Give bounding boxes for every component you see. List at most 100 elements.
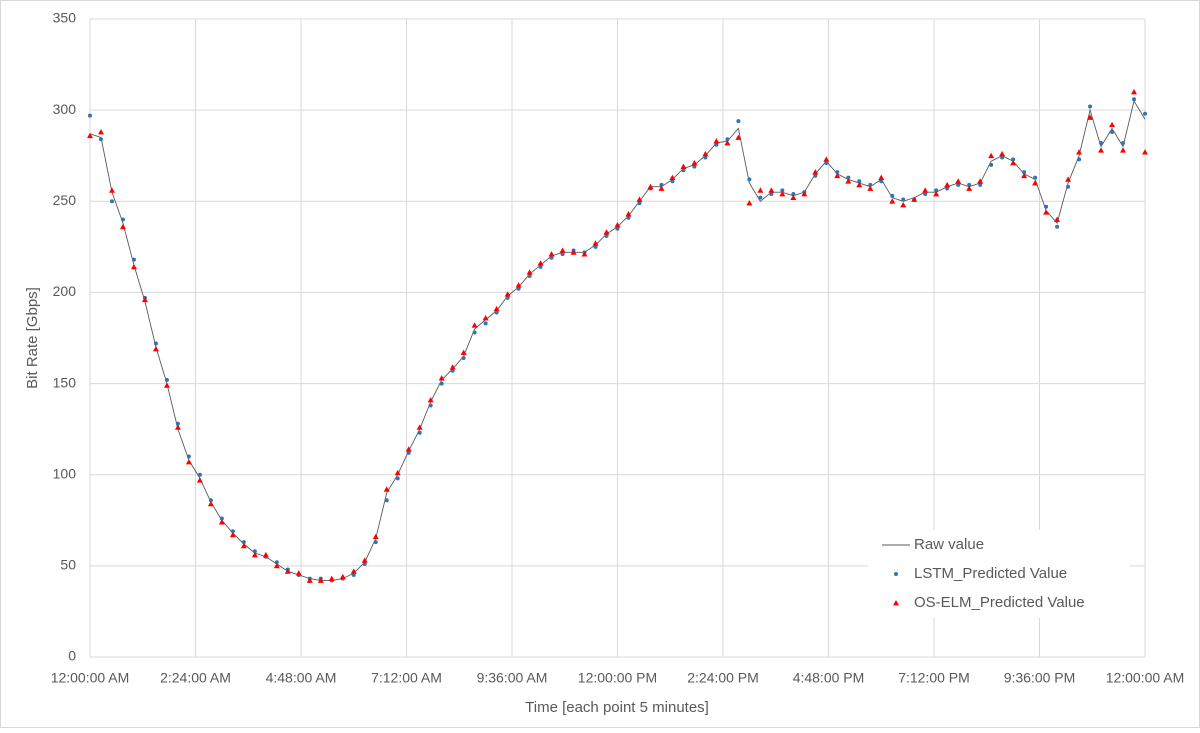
data-point [153, 341, 158, 346]
y-tick-label: 50 [60, 557, 76, 573]
x-tick-label: 12:00:00 AM [51, 670, 130, 686]
data-point [229, 531, 236, 538]
data-point [890, 193, 895, 198]
data-point [174, 424, 181, 430]
data-point [846, 175, 851, 180]
data-point [868, 182, 873, 187]
data-point [207, 500, 214, 507]
data-point [262, 551, 269, 558]
data-point [702, 150, 709, 157]
data-point [1142, 149, 1148, 155]
data-point [1043, 209, 1050, 215]
data-point [416, 424, 423, 430]
data-point [537, 260, 544, 266]
data-point [956, 182, 961, 187]
data-point [449, 364, 456, 370]
data-point [131, 257, 136, 262]
data-point [1131, 88, 1138, 95]
data-point [670, 179, 675, 184]
data-point [922, 187, 929, 193]
y-tick-label: 100 [53, 465, 77, 481]
x-tick-label: 2:24:00 AM [160, 670, 231, 686]
data-point [636, 196, 643, 202]
data-point [1033, 175, 1038, 180]
data-point [197, 472, 202, 477]
data-point [494, 310, 499, 315]
data-point [999, 150, 1006, 157]
x-tick-label: 12:00:00 PM [578, 670, 657, 686]
data-point [757, 187, 764, 193]
data-point [889, 198, 896, 204]
data-point [978, 182, 983, 187]
data-point [658, 185, 665, 191]
data-point [1010, 160, 1017, 166]
data-point [680, 163, 687, 170]
data-point [703, 155, 708, 160]
data-point [714, 142, 719, 147]
data-point [812, 169, 819, 175]
legend-key [893, 600, 899, 606]
x-tick-label: 12:00:00 AM [1106, 670, 1185, 686]
y-tick-label: 300 [53, 101, 77, 117]
data-point [604, 233, 609, 238]
data-point [208, 498, 213, 503]
data-point [141, 296, 148, 303]
data-point [603, 229, 610, 235]
data-point [241, 540, 246, 545]
data-point [109, 199, 114, 204]
data-point [581, 251, 588, 257]
data-point [461, 356, 466, 361]
data-point [989, 162, 994, 167]
data-point [713, 138, 720, 144]
data-point [439, 381, 444, 386]
data-point [1099, 140, 1104, 145]
data-point [493, 305, 500, 312]
data-point [834, 172, 841, 179]
data-point [1087, 114, 1094, 120]
x-axis-label: Time [each point 5 minutes] [525, 699, 709, 716]
data-point [1088, 104, 1093, 109]
data-point [108, 187, 115, 193]
data-point [923, 191, 928, 196]
data-point [1076, 149, 1083, 155]
data-point [350, 568, 357, 574]
legend-label: Raw value [914, 536, 984, 553]
data-point [328, 575, 335, 582]
data-point [295, 570, 302, 576]
x-tick-label: 7:12:00 AM [371, 670, 442, 686]
data-point [1055, 224, 1060, 229]
y-axis-label: Bit Rate [Gbps] [24, 287, 41, 389]
data-point [175, 421, 180, 426]
data-point [372, 533, 379, 540]
data-point [1022, 170, 1027, 175]
data-point [801, 190, 808, 197]
data-point [955, 178, 962, 184]
data-point [736, 119, 741, 124]
data-point [669, 174, 676, 180]
x-tick-label: 4:48:00 PM [793, 670, 865, 686]
data-point [1120, 147, 1127, 153]
data-point [383, 486, 390, 492]
data-point [317, 577, 324, 583]
data-point [527, 274, 532, 279]
data-point [823, 156, 830, 162]
data-point [384, 498, 389, 503]
y-tick-label: 250 [53, 192, 77, 208]
data-point [97, 129, 104, 135]
data-point [373, 540, 378, 545]
data-point [538, 264, 543, 269]
data-point [351, 572, 356, 577]
data-point [933, 190, 940, 197]
data-point [394, 469, 401, 476]
data-point [735, 134, 742, 140]
data-point [614, 221, 621, 228]
data-point [152, 345, 159, 352]
data-point [361, 557, 368, 563]
data-point [1065, 176, 1072, 182]
data-point [306, 577, 313, 583]
data-point [427, 396, 434, 403]
legend-label: OS-ELM_Predicted Value [914, 594, 1085, 611]
data-point [625, 211, 632, 217]
data-point [252, 549, 257, 554]
data-point [769, 191, 774, 196]
